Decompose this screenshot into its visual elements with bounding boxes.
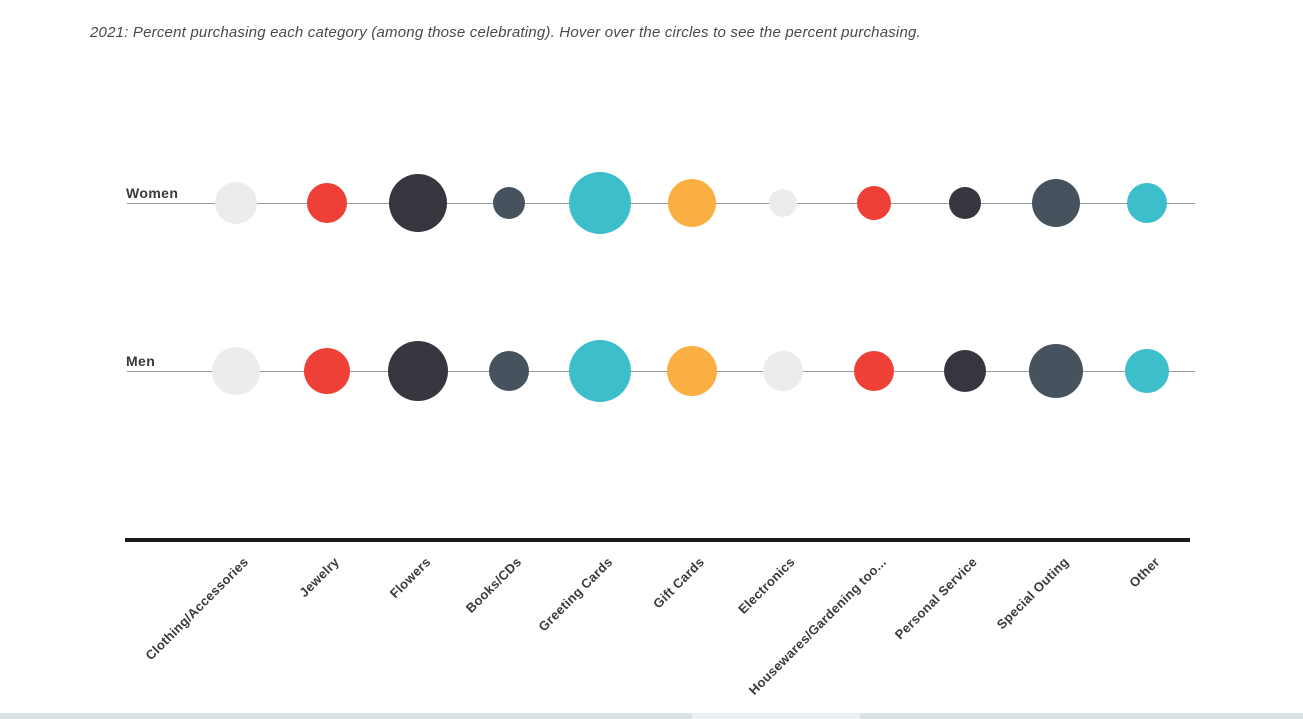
x-axis-label-text: Other bbox=[1126, 554, 1163, 591]
x-axis-label-text: Clothing/Accessories bbox=[142, 554, 252, 664]
bubble-women-electronics[interactable] bbox=[768, 189, 797, 217]
bubble-men-special-outing[interactable] bbox=[1028, 344, 1083, 398]
x-axis-label-text: Flowers bbox=[386, 554, 434, 602]
x-axis-label-text: Books/CDs bbox=[463, 554, 525, 616]
x-axis-label-text: Gift Cards bbox=[649, 554, 707, 612]
x-axis-line bbox=[125, 538, 1190, 542]
bubble-women-clothing-accessories[interactable] bbox=[215, 182, 257, 224]
bubble-men-other[interactable] bbox=[1125, 349, 1169, 393]
bubble-men-housewares-gardening-too[interactable] bbox=[853, 351, 894, 391]
x-axis-label-text: Greeting Cards bbox=[535, 554, 616, 635]
bubble-men-flowers[interactable] bbox=[388, 341, 449, 401]
bubble-women-special-outing[interactable] bbox=[1031, 179, 1080, 227]
bubble-men-gift-cards[interactable] bbox=[666, 346, 717, 396]
bubble-men-clothing-accessories[interactable] bbox=[212, 347, 260, 395]
row-label-women: Women bbox=[126, 185, 179, 201]
bubble-men-electronics[interactable] bbox=[762, 351, 803, 391]
bubble-women-books-cds[interactable] bbox=[493, 187, 526, 219]
row-label-men: Men bbox=[126, 353, 156, 369]
bubble-men-books-cds[interactable] bbox=[489, 351, 530, 391]
bubble-women-personal-service[interactable] bbox=[948, 187, 981, 219]
x-axis-label-text: Jewelry bbox=[296, 554, 343, 601]
x-axis-label-text: Personal Service bbox=[891, 554, 981, 643]
bubble-men-personal-service[interactable] bbox=[943, 350, 986, 392]
footer-bar-light-segment bbox=[692, 713, 860, 719]
bubble-men-greeting-cards[interactable] bbox=[569, 340, 632, 402]
x-axis-label-text: Electronics bbox=[735, 554, 798, 617]
bubble-women-housewares-gardening-too[interactable] bbox=[856, 186, 891, 220]
bubble-women-gift-cards[interactable] bbox=[667, 179, 716, 227]
bubble-women-greeting-cards[interactable] bbox=[569, 172, 632, 234]
chart-title: 2021: Percent purchasing each category (… bbox=[90, 24, 921, 41]
row-line-men bbox=[127, 371, 1195, 372]
bubble-women-flowers[interactable] bbox=[389, 174, 448, 232]
bubble-women-other[interactable] bbox=[1127, 183, 1167, 223]
row-line-women bbox=[127, 203, 1195, 204]
x-axis-label-text: Special Outing bbox=[993, 554, 1072, 633]
footer-bar bbox=[0, 713, 1303, 719]
bubble-men-jewelry[interactable] bbox=[304, 348, 351, 394]
bubble-women-jewelry[interactable] bbox=[307, 183, 348, 223]
